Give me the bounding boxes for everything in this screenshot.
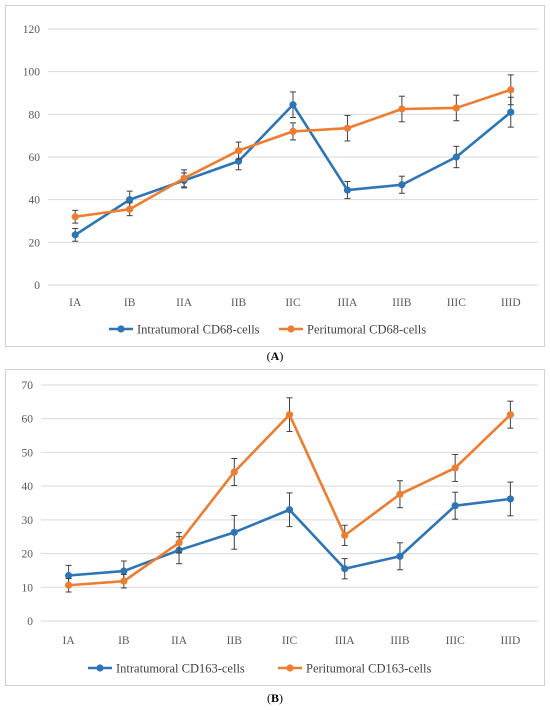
legend-marker xyxy=(117,325,125,333)
data-point xyxy=(120,577,128,585)
data-point xyxy=(230,468,238,476)
y-tick-label: 100 xyxy=(23,67,41,79)
x-tick-label: IIIB xyxy=(390,635,409,647)
x-tick-label: IIID xyxy=(500,635,520,647)
data-point xyxy=(398,181,406,189)
y-tick-label: 30 xyxy=(22,515,34,527)
x-tick-label: IB xyxy=(118,635,130,647)
chart-b-svg: 0 10 20 30 40 50 60 70 IA IB IIA IIB IIC IIIA IIIB IIIC… xyxy=(22,380,538,676)
series-2 xyxy=(71,74,515,224)
x-tick-label: IIA xyxy=(176,297,193,309)
data-point xyxy=(396,490,404,498)
y-tick-label: 0 xyxy=(27,616,33,628)
series-1 xyxy=(65,481,514,587)
data-point xyxy=(451,464,459,472)
data-point xyxy=(126,196,134,204)
data-point xyxy=(506,411,514,419)
data-point xyxy=(343,124,352,132)
data-point xyxy=(343,186,352,194)
chart-panel-b: 0 10 20 30 40 50 60 70 IA IB IIA IIB IIC IIIA IIIB IIIC… xyxy=(5,369,545,686)
data-point xyxy=(341,565,349,573)
x-tick-label: IIC xyxy=(282,635,298,647)
data-point xyxy=(230,528,238,536)
data-point xyxy=(180,174,188,182)
data-point xyxy=(341,531,349,539)
y-tick-label: 40 xyxy=(29,195,41,207)
x-tick-label: IIB xyxy=(231,297,247,309)
x-tick-label: IIIB xyxy=(392,297,411,309)
data-point xyxy=(398,105,406,113)
data-point xyxy=(65,581,73,589)
data-point xyxy=(507,108,515,116)
data-point xyxy=(126,205,134,213)
data-point xyxy=(120,567,128,575)
x-tick-label: IA xyxy=(69,297,82,309)
legend-marker xyxy=(286,664,294,672)
data-point xyxy=(452,153,460,161)
y-tick-label: 60 xyxy=(22,414,34,426)
data-point xyxy=(175,539,183,547)
data-point xyxy=(285,506,294,514)
legend-label: Peritumoral CD163-cells xyxy=(306,662,431,676)
y-tick-label: 50 xyxy=(22,447,34,459)
y-tick-label: 80 xyxy=(29,109,41,121)
data-point xyxy=(506,495,514,503)
legend-marker xyxy=(96,664,104,672)
legend-item: Intratumoral CD68-cells xyxy=(109,323,260,337)
y-tick-label: 60 xyxy=(29,152,41,164)
data-point xyxy=(65,571,73,580)
series-2 xyxy=(65,397,514,593)
caption-a: (A) xyxy=(266,349,284,363)
legend-item: Peritumoral CD163-cells xyxy=(278,662,431,676)
x-tick-label: IIIA xyxy=(338,297,358,309)
data-point xyxy=(289,101,297,109)
data-point xyxy=(396,552,404,560)
y-tick-label: 10 xyxy=(22,582,34,594)
legend-marker xyxy=(287,325,295,333)
legend-label: Peritumoral CD68-cells xyxy=(307,323,426,337)
x-tick-label: IIB xyxy=(227,635,243,647)
y-tick-label: 0 xyxy=(34,280,40,292)
legend-item: Intratumoral CD163-cells xyxy=(88,662,245,676)
data-point xyxy=(234,147,243,155)
x-tick-label: IIA xyxy=(171,635,188,647)
legend-item: Peritumoral CD68-cells xyxy=(279,323,426,337)
x-tick-label: IA xyxy=(63,635,76,647)
y-tick-label: 20 xyxy=(29,237,41,249)
x-tick-label: IIC xyxy=(285,297,301,309)
chart-a-svg: 0 20 40 60 80 100 120 IA IB IIA IIB IIC IIIA IIIB IIIC… xyxy=(23,24,538,337)
caption-b: (B) xyxy=(266,691,283,705)
data-point xyxy=(71,231,79,239)
x-tick-label: IB xyxy=(124,297,136,309)
y-tick-label: 70 xyxy=(22,380,34,392)
x-tick-label: IIIC xyxy=(447,297,466,309)
caption-b-label: B xyxy=(270,691,279,705)
y-tick-label: 120 xyxy=(23,24,41,36)
data-point xyxy=(289,127,297,135)
caption-a-label: A xyxy=(270,349,280,363)
y-tick-label: 20 xyxy=(22,549,34,561)
chart-panel-a: 0 20 40 60 80 100 120 IA IB IIA IIB IIC IIIA IIIB IIIC… xyxy=(5,5,545,347)
x-tick-label: IIIA xyxy=(335,635,355,647)
data-point xyxy=(285,411,294,419)
legend-label: Intratumoral CD68-cells xyxy=(137,323,260,337)
x-tick-label: IIIC xyxy=(446,635,465,647)
data-point xyxy=(71,213,79,221)
data-point xyxy=(451,502,459,510)
legend-label: Intratumoral CD163-cells xyxy=(116,662,245,676)
data-point xyxy=(452,104,460,112)
x-tick-label: IIID xyxy=(501,297,521,309)
y-tick-label: 40 xyxy=(22,481,34,493)
data-point xyxy=(507,86,515,94)
